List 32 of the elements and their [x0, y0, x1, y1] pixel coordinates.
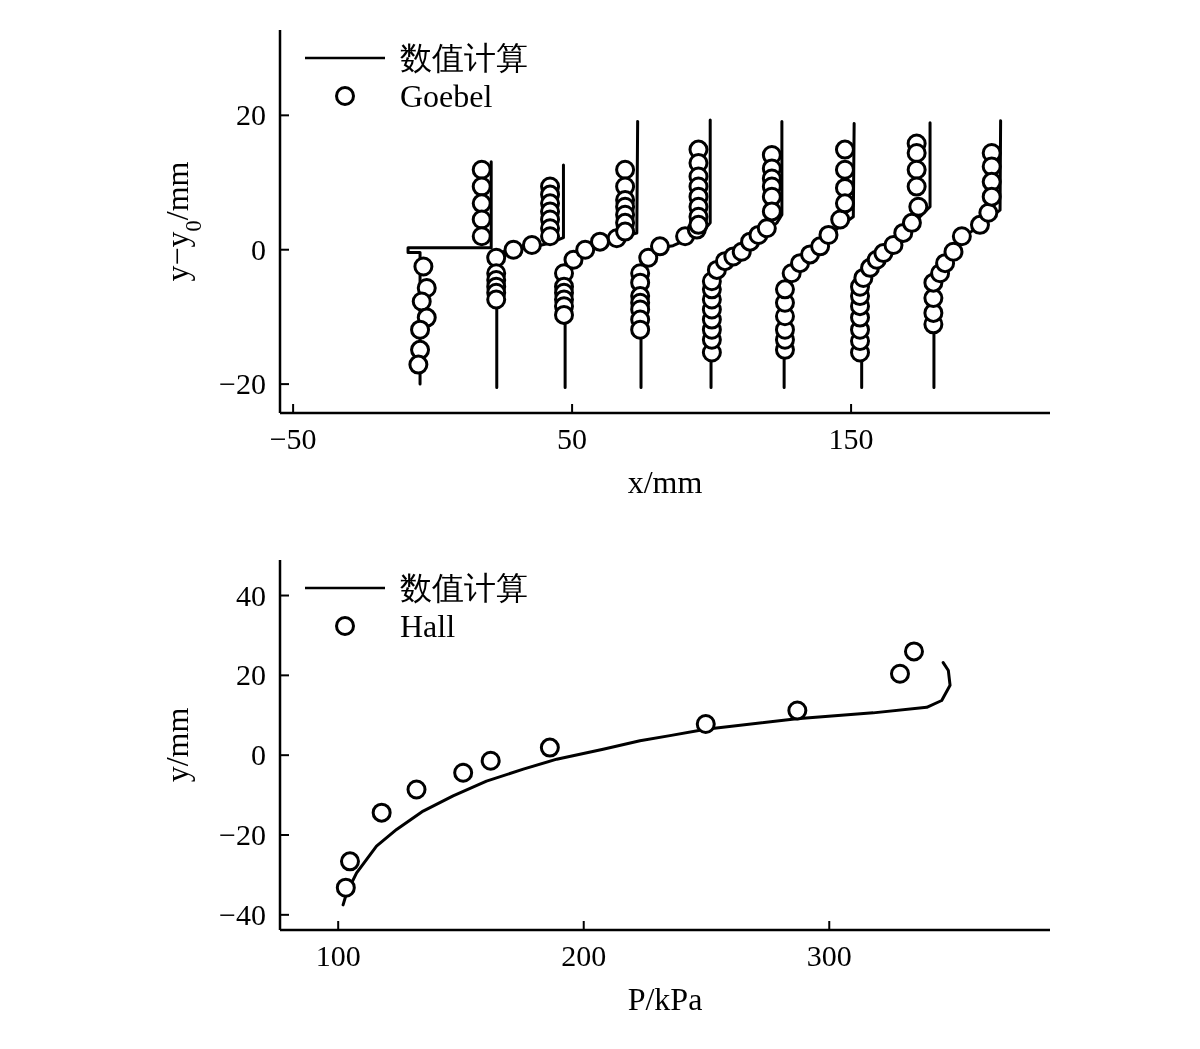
x-tick-label: 100 [315, 939, 361, 972]
point [406, 779, 427, 800]
legend-label: Hall [400, 608, 456, 644]
point [695, 714, 716, 735]
point [371, 802, 392, 823]
x-tick-label: 150 [828, 422, 874, 455]
point [889, 663, 910, 684]
legend-label: Goebel [400, 78, 493, 114]
y-tick-label: −20 [219, 818, 266, 852]
x-tick-label: 200 [561, 939, 607, 972]
y-tick-label: 20 [236, 658, 266, 692]
y-tick-label: −20 [219, 367, 266, 401]
point [453, 762, 474, 783]
point [480, 750, 501, 771]
y-tick-label: 0 [251, 232, 266, 266]
point [539, 737, 560, 758]
legend-label: 数值计算 [400, 40, 528, 76]
y-tick-label: 20 [236, 98, 266, 132]
x-tick-label: 300 [806, 939, 852, 972]
y-axis-title: y/mm [159, 707, 195, 783]
y-tick-label: −40 [219, 897, 266, 931]
legend-label: 数值计算 [400, 570, 528, 606]
y-tick-label: 0 [251, 738, 266, 772]
point [787, 700, 808, 721]
y-tick-label: 40 [236, 578, 266, 612]
point [339, 851, 360, 872]
x-axis-title: x/mm [627, 464, 703, 500]
x-tick-label: 50 [557, 422, 588, 455]
point [903, 641, 924, 662]
point [335, 877, 356, 898]
x-axis-title: P/kPa [627, 981, 703, 1017]
x-tick-label: −50 [269, 422, 317, 455]
